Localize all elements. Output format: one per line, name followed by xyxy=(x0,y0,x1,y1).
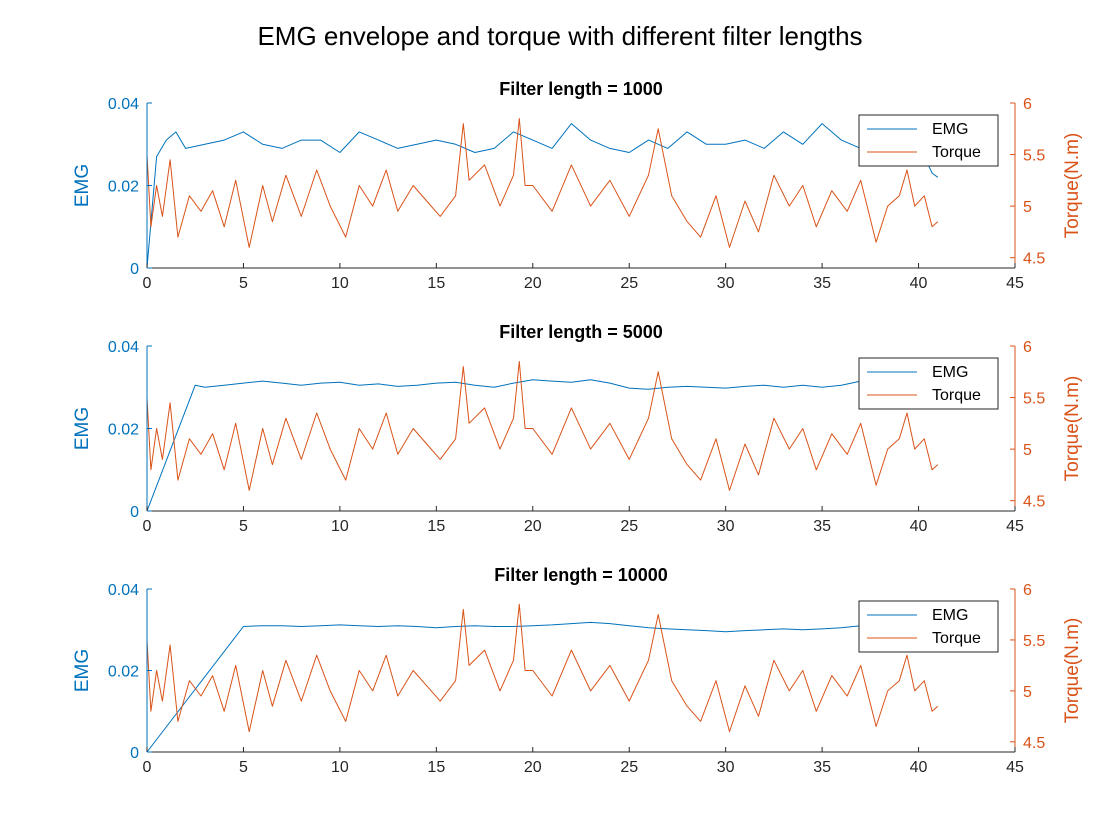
series-line-emg xyxy=(146,379,938,512)
series-line-emg xyxy=(146,123,939,269)
right-y-tick-label: 5.5 xyxy=(1023,391,1045,408)
x-tick-label: 45 xyxy=(1006,275,1024,292)
right-y-axis-label: Torque(N.m) xyxy=(1062,618,1083,724)
x-tick-label: 20 xyxy=(524,518,542,535)
x-tick-label: 5 xyxy=(239,759,248,776)
legend-label-torque: Torque xyxy=(932,387,981,404)
legend: EMG Torque xyxy=(858,600,999,653)
left-y-axis-label: EMG xyxy=(72,407,93,450)
x-tick-label: 30 xyxy=(717,275,735,292)
series-line-torque xyxy=(146,603,939,733)
x-tick-label: 10 xyxy=(331,518,349,535)
x-tick-label: 45 xyxy=(1006,759,1024,776)
x-tick-label: 20 xyxy=(524,275,542,292)
x-tick-label: 40 xyxy=(910,518,928,535)
series-line-torque xyxy=(146,118,939,248)
x-tick-label: 30 xyxy=(717,518,735,535)
left-y-axis-label: EMG xyxy=(72,649,93,692)
legend-label-torque: Torque xyxy=(932,144,981,161)
x-tick-label: 10 xyxy=(331,759,349,776)
subplot-1000: Filter length = 1000 0 5 10 15 20 25 30 35 40 45 0 0… xyxy=(72,79,1083,292)
x-tick-label: 5 xyxy=(239,275,248,292)
right-y-tick-label: 5 xyxy=(1023,684,1032,701)
x-tick-label: 0 xyxy=(143,518,152,535)
legend: EMG Torque xyxy=(858,114,999,167)
right-y-tick-label: 4.5 xyxy=(1023,494,1045,511)
left-y-axis-label: EMG xyxy=(72,164,93,207)
left-y-tick-label: 0.02 xyxy=(108,664,139,681)
left-y-tick-label: 0 xyxy=(130,504,139,521)
subplots: Filter length = 10000 5 10 15 20 25 30 35 40 4500… xyxy=(72,79,1083,776)
x-tick-label: 40 xyxy=(910,275,928,292)
series-line-emg xyxy=(146,621,938,753)
x-tick-label: 0 xyxy=(143,275,152,292)
legend-label-emg: EMG xyxy=(932,364,968,381)
x-tick-label: 15 xyxy=(427,759,445,776)
legend-label-emg: EMG xyxy=(932,607,968,624)
left-y-tick-label: 0 xyxy=(130,261,139,278)
x-tick-label: 25 xyxy=(620,275,638,292)
x-tick-label: 35 xyxy=(813,518,831,535)
x-tick-label: 15 xyxy=(427,518,445,535)
x-tick-label: 25 xyxy=(620,518,638,535)
right-y-tick-label: 6 xyxy=(1023,582,1032,599)
subplot-title: Filter length = 10000 xyxy=(494,565,668,585)
subplot-10000: Filter length = 10000 0 5 10 15 20 25 30 35 40 45 0… xyxy=(72,565,1083,776)
x-tick-label: 35 xyxy=(813,759,831,776)
x-tick-label: 0 xyxy=(143,759,152,776)
left-y-tick-label: 0.02 xyxy=(108,422,139,439)
x-tick-label: 35 xyxy=(813,275,831,292)
subplot-title: Filter length = 5000 xyxy=(499,322,663,342)
right-y-tick-label: 4.5 xyxy=(1023,251,1045,268)
legend-box xyxy=(858,600,999,653)
left-y-tick-label: 0.02 xyxy=(108,179,139,196)
legend-label-torque: Torque xyxy=(932,630,981,647)
legend: EMG Torque xyxy=(858,357,999,410)
x-tick-label: 5 xyxy=(239,518,248,535)
right-y-tick-label: 4.5 xyxy=(1023,735,1045,752)
x-tick-label: 30 xyxy=(717,759,735,776)
right-y-tick-label: 5 xyxy=(1023,442,1032,459)
left-y-tick-label: 0.04 xyxy=(108,582,139,599)
right-y-tick-label: 5.5 xyxy=(1023,633,1045,650)
right-y-tick-label: 5.5 xyxy=(1023,148,1045,165)
legend-box xyxy=(858,357,999,410)
x-tick-label: 40 xyxy=(910,759,928,776)
legend-box xyxy=(858,114,999,167)
right-y-tick-label: 5 xyxy=(1023,199,1032,216)
figure-title: EMG envelope and torque with different f… xyxy=(257,21,862,51)
left-y-tick-label: 0.04 xyxy=(108,96,139,113)
left-y-tick-label: 0.04 xyxy=(108,339,139,356)
right-y-tick-label: 6 xyxy=(1023,339,1032,356)
subplot-5000: Filter length = 5000 0 5 10 15 20 25 30 35 40 45 0 0… xyxy=(72,322,1083,535)
x-tick-label: 15 xyxy=(427,275,445,292)
right-y-axis-label: Torque(N.m) xyxy=(1062,133,1083,239)
series-line-torque xyxy=(146,361,939,491)
right-y-axis-label: Torque(N.m) xyxy=(1062,376,1083,482)
x-tick-label: 25 xyxy=(620,759,638,776)
x-tick-label: 10 xyxy=(331,275,349,292)
x-tick-label: 45 xyxy=(1006,518,1024,535)
right-y-tick-label: 6 xyxy=(1023,96,1032,113)
left-y-tick-label: 0 xyxy=(130,745,139,762)
subplot-title: Filter length = 1000 xyxy=(499,79,663,99)
x-tick-label: 20 xyxy=(524,759,542,776)
legend-label-emg: EMG xyxy=(932,121,968,138)
